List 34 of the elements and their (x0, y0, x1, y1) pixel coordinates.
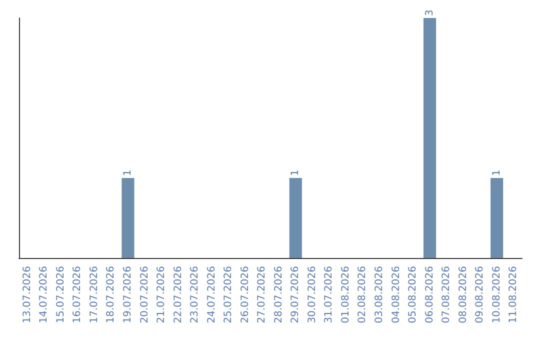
x-tick-label: 05.08.2026 (408, 266, 419, 324)
data-label: 1 (491, 170, 502, 176)
x-tick-label: 26.07.2026 (240, 266, 251, 324)
x-tick-label: 08.08.2026 (458, 266, 469, 324)
x-tick-label: 06.08.2026 (424, 266, 436, 324)
x-tick-label: 21.07.2026 (156, 266, 168, 324)
x-tick-label: 15.07.2026 (55, 266, 66, 324)
data-label: 1 (290, 170, 302, 176)
x-tick-label: 29.07.2026 (290, 266, 302, 324)
x-tick-label: 22.07.2026 (172, 266, 184, 324)
x-tick-label: 19.07.2026 (122, 266, 134, 324)
x-tick-label: 23.07.2026 (190, 266, 201, 324)
x-tick-label: 03.08.2026 (374, 266, 385, 324)
x-tick-label: 13.07.2026 (22, 266, 33, 324)
x-tick-label: 17.07.2026 (88, 266, 100, 324)
x-tick-label: 28.07.2026 (273, 266, 284, 324)
x-tick-label: 01.08.2026 (340, 266, 352, 324)
x-tick-label: 30.07.2026 (306, 266, 318, 324)
x-tick-label: 11.08.2026 (508, 266, 520, 324)
data-label: 3 (424, 10, 436, 16)
x-tick-label: 27.07.2026 (256, 266, 268, 324)
x-tick-label: 25.07.2026 (223, 266, 234, 324)
x-tick-label: 10.08.2026 (491, 266, 502, 324)
x-tick-label: 24.07.2026 (206, 266, 218, 324)
x-tick-label: 31.07.2026 (324, 266, 335, 324)
data-label: 1 (122, 170, 134, 176)
x-tick-label: 20.07.2026 (139, 266, 150, 324)
x-tick-label: 02.08.2026 (357, 266, 368, 324)
x-tick-label: 18.07.2026 (106, 266, 117, 324)
x-tick-label: 07.08.2026 (441, 266, 452, 324)
x-tick-label: 16.07.2026 (72, 266, 84, 324)
x-tick-label: 14.07.2026 (38, 266, 50, 324)
x-tick-label: 04.08.2026 (390, 266, 402, 324)
x-tick-label: 09.08.2026 (474, 266, 486, 324)
